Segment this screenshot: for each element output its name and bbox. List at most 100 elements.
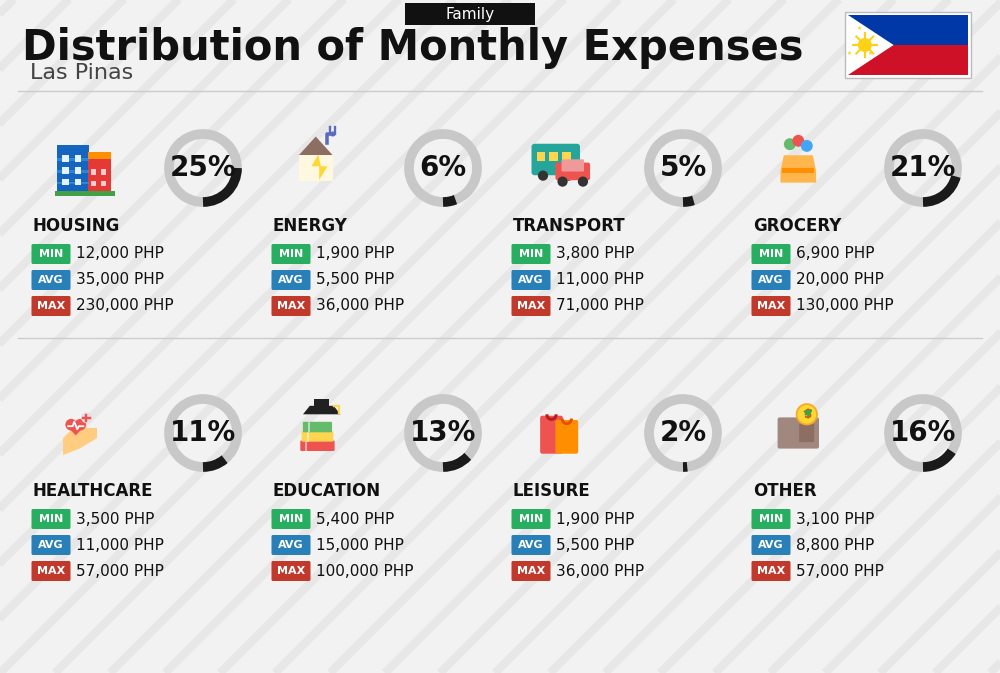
Text: LEISURE: LEISURE bbox=[513, 482, 591, 500]
FancyBboxPatch shape bbox=[32, 244, 70, 264]
Text: 71,000 PHP: 71,000 PHP bbox=[556, 299, 644, 314]
Text: MAX: MAX bbox=[517, 566, 545, 576]
FancyBboxPatch shape bbox=[91, 170, 96, 174]
Polygon shape bbox=[848, 15, 968, 45]
FancyBboxPatch shape bbox=[62, 155, 69, 162]
Text: 2%: 2% bbox=[659, 419, 707, 447]
Text: 36,000 PHP: 36,000 PHP bbox=[556, 563, 644, 579]
FancyBboxPatch shape bbox=[752, 535, 790, 555]
Text: ★: ★ bbox=[847, 51, 851, 56]
Text: 230,000 PHP: 230,000 PHP bbox=[76, 299, 174, 314]
Text: MIN: MIN bbox=[519, 514, 543, 524]
Ellipse shape bbox=[801, 140, 813, 152]
Text: GROCERY: GROCERY bbox=[753, 217, 841, 235]
FancyBboxPatch shape bbox=[101, 170, 106, 174]
FancyBboxPatch shape bbox=[75, 155, 81, 162]
FancyBboxPatch shape bbox=[752, 270, 790, 290]
Polygon shape bbox=[780, 155, 816, 182]
Text: OTHER: OTHER bbox=[753, 482, 817, 500]
FancyBboxPatch shape bbox=[799, 424, 814, 442]
FancyBboxPatch shape bbox=[512, 509, 550, 529]
FancyBboxPatch shape bbox=[555, 163, 590, 180]
Text: 21%: 21% bbox=[890, 154, 956, 182]
Circle shape bbox=[538, 170, 548, 181]
Circle shape bbox=[81, 413, 92, 423]
FancyBboxPatch shape bbox=[778, 417, 819, 449]
Polygon shape bbox=[312, 154, 328, 180]
Text: MAX: MAX bbox=[277, 301, 305, 311]
FancyBboxPatch shape bbox=[512, 244, 550, 264]
Text: 1,900 PHP: 1,900 PHP bbox=[556, 511, 634, 526]
FancyBboxPatch shape bbox=[845, 12, 971, 78]
FancyBboxPatch shape bbox=[57, 158, 89, 161]
Text: AVG: AVG bbox=[278, 275, 304, 285]
FancyBboxPatch shape bbox=[272, 270, 310, 290]
Polygon shape bbox=[63, 428, 97, 455]
Text: 130,000 PHP: 130,000 PHP bbox=[796, 299, 894, 314]
Circle shape bbox=[557, 176, 568, 186]
Text: 1,900 PHP: 1,900 PHP bbox=[316, 246, 394, 262]
Text: MIN: MIN bbox=[519, 249, 543, 259]
Circle shape bbox=[858, 38, 872, 52]
Text: 3,100 PHP: 3,100 PHP bbox=[796, 511, 874, 526]
Text: 35,000 PHP: 35,000 PHP bbox=[76, 273, 164, 287]
Circle shape bbox=[578, 176, 588, 186]
Text: Las Pinas: Las Pinas bbox=[30, 63, 133, 83]
Circle shape bbox=[563, 170, 574, 181]
Text: 13%: 13% bbox=[410, 419, 476, 447]
FancyBboxPatch shape bbox=[57, 182, 89, 184]
FancyBboxPatch shape bbox=[532, 144, 580, 175]
Text: 36,000 PHP: 36,000 PHP bbox=[316, 299, 404, 314]
Text: 57,000 PHP: 57,000 PHP bbox=[796, 563, 884, 579]
FancyBboxPatch shape bbox=[32, 561, 70, 581]
Text: Family: Family bbox=[445, 7, 495, 22]
FancyBboxPatch shape bbox=[57, 170, 89, 173]
Polygon shape bbox=[303, 406, 340, 415]
Text: MAX: MAX bbox=[37, 566, 65, 576]
Polygon shape bbox=[848, 15, 894, 75]
FancyBboxPatch shape bbox=[75, 178, 81, 186]
FancyBboxPatch shape bbox=[272, 509, 310, 529]
Ellipse shape bbox=[784, 138, 796, 150]
Text: ★: ★ bbox=[867, 51, 872, 56]
FancyBboxPatch shape bbox=[752, 509, 790, 529]
Text: 57,000 PHP: 57,000 PHP bbox=[76, 563, 164, 579]
FancyBboxPatch shape bbox=[88, 152, 111, 159]
Text: MIN: MIN bbox=[279, 249, 303, 259]
Circle shape bbox=[65, 419, 77, 431]
Text: AVG: AVG bbox=[518, 275, 544, 285]
Text: HOUSING: HOUSING bbox=[33, 217, 120, 235]
FancyBboxPatch shape bbox=[782, 168, 814, 173]
FancyBboxPatch shape bbox=[272, 535, 310, 555]
Text: 3,500 PHP: 3,500 PHP bbox=[76, 511, 154, 526]
Circle shape bbox=[330, 131, 335, 137]
Text: HEALTHCARE: HEALTHCARE bbox=[33, 482, 154, 500]
FancyBboxPatch shape bbox=[512, 270, 550, 290]
FancyBboxPatch shape bbox=[512, 561, 550, 581]
FancyBboxPatch shape bbox=[562, 152, 571, 161]
FancyBboxPatch shape bbox=[405, 3, 535, 25]
Text: MIN: MIN bbox=[39, 514, 63, 524]
FancyBboxPatch shape bbox=[272, 561, 310, 581]
Text: 5,500 PHP: 5,500 PHP bbox=[556, 538, 634, 553]
FancyBboxPatch shape bbox=[91, 181, 96, 186]
FancyBboxPatch shape bbox=[57, 145, 89, 191]
FancyBboxPatch shape bbox=[562, 160, 584, 172]
FancyBboxPatch shape bbox=[537, 152, 545, 161]
Text: 20,000 PHP: 20,000 PHP bbox=[796, 273, 884, 287]
Text: 3,800 PHP: 3,800 PHP bbox=[556, 246, 634, 262]
Text: MAX: MAX bbox=[757, 566, 785, 576]
FancyBboxPatch shape bbox=[303, 422, 332, 432]
FancyBboxPatch shape bbox=[55, 190, 115, 196]
Text: 12,000 PHP: 12,000 PHP bbox=[76, 246, 164, 262]
Text: Distribution of Monthly Expenses: Distribution of Monthly Expenses bbox=[22, 27, 804, 69]
Text: 6,900 PHP: 6,900 PHP bbox=[796, 246, 874, 262]
Polygon shape bbox=[66, 425, 86, 435]
Polygon shape bbox=[848, 45, 968, 75]
FancyBboxPatch shape bbox=[512, 296, 550, 316]
Text: 100,000 PHP: 100,000 PHP bbox=[316, 563, 414, 579]
FancyBboxPatch shape bbox=[300, 441, 335, 451]
FancyBboxPatch shape bbox=[540, 416, 563, 454]
Text: 11,000 PHP: 11,000 PHP bbox=[556, 273, 644, 287]
FancyBboxPatch shape bbox=[314, 399, 329, 407]
